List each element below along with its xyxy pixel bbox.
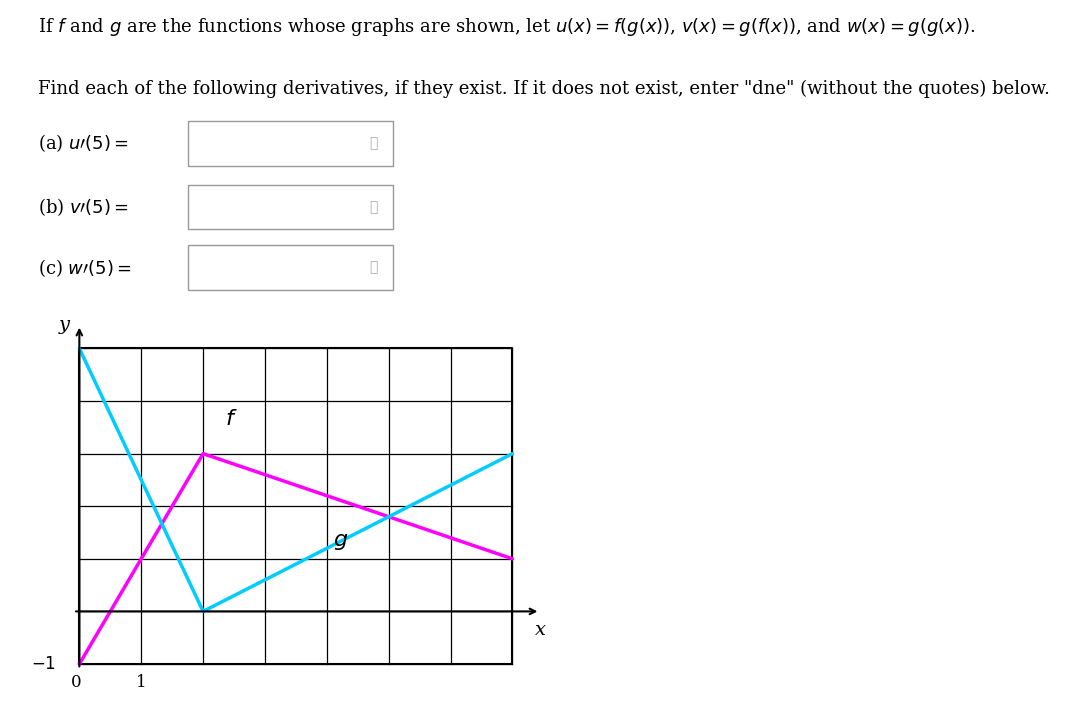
- Text: y: y: [58, 316, 69, 333]
- Text: (a) $u\prime(5) =$: (a) $u\prime(5) =$: [38, 132, 129, 154]
- FancyBboxPatch shape: [188, 246, 393, 290]
- Text: 🖊: 🖊: [369, 200, 378, 214]
- Text: $f$: $f$: [225, 408, 238, 430]
- Text: $g$: $g$: [334, 530, 349, 552]
- FancyBboxPatch shape: [188, 121, 393, 166]
- Text: 1: 1: [136, 674, 146, 691]
- Text: x: x: [535, 621, 546, 639]
- FancyBboxPatch shape: [188, 185, 393, 229]
- Text: Find each of the following derivatives, if they exist. If it does not exist, ent: Find each of the following derivatives, …: [38, 79, 1049, 98]
- Text: $-1$: $-1$: [31, 656, 56, 673]
- Text: If $f$ and $g$ are the functions whose graphs are shown, let $u(x) = f(g(x))$, $: If $f$ and $g$ are the functions whose g…: [38, 16, 975, 38]
- Text: 0: 0: [71, 674, 82, 691]
- Text: (c) $w\prime(5) =$: (c) $w\prime(5) =$: [38, 257, 131, 278]
- Text: 🖊: 🖊: [369, 137, 378, 150]
- Text: (b) $v\prime(5) =$: (b) $v\prime(5) =$: [38, 196, 129, 218]
- Text: 🖊: 🖊: [369, 261, 378, 275]
